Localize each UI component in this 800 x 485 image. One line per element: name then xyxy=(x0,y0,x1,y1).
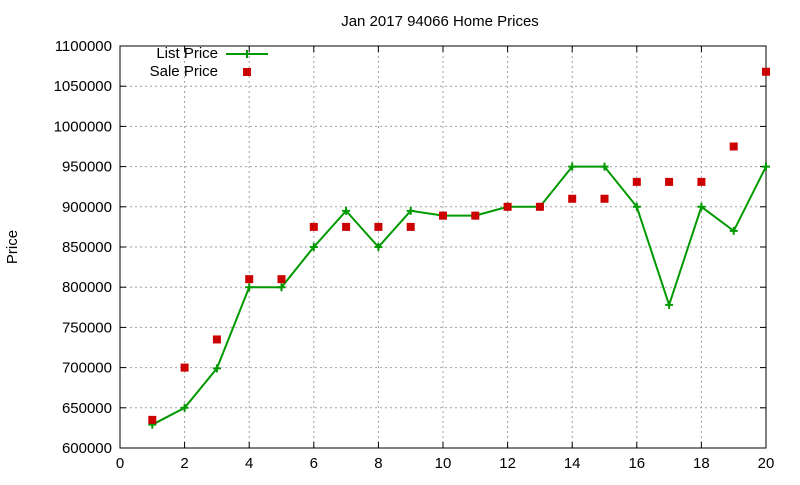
y-axis-ticks: 600000 650000 700000 750000 800000 850000 9000… xyxy=(54,38,766,457)
sale-price-point xyxy=(309,222,318,231)
list-price-point xyxy=(309,243,318,251)
sale-price-point xyxy=(568,194,577,203)
y-tick-label: 950000 xyxy=(62,159,112,176)
y-tick-label: 900000 xyxy=(62,199,112,216)
list-price-point xyxy=(697,202,706,211)
sale-price-series xyxy=(148,67,770,424)
sale-price-point xyxy=(180,363,189,372)
x-tick-label: 8 xyxy=(374,455,382,472)
sale-price-point xyxy=(665,177,674,186)
legend-square-icon xyxy=(243,68,251,76)
legend: List Price Sale Price xyxy=(150,45,268,80)
legend-label-sale-price: Sale Price xyxy=(150,63,218,80)
list-price-point xyxy=(600,162,609,171)
x-tick-label: 10 xyxy=(435,455,452,472)
list-price-point xyxy=(406,206,415,215)
x-tick-label: 20 xyxy=(758,455,775,472)
legend-label-list-price: List Price xyxy=(156,45,218,62)
list-price-point xyxy=(277,283,286,292)
x-axis-ticks: 0 2 4 6 8 10 12 14 16 18 20 xyxy=(116,46,775,472)
sale-price-point xyxy=(406,222,415,231)
sale-price-point xyxy=(148,415,157,424)
x-tick-label: 6 xyxy=(310,455,318,472)
plot-border xyxy=(119,45,767,449)
x-tick-label: 12 xyxy=(499,455,516,472)
sale-price-point xyxy=(697,177,706,186)
list-price-point xyxy=(665,300,674,309)
sale-price-point xyxy=(245,275,254,284)
sale-price-point xyxy=(535,202,544,211)
sale-price-point xyxy=(503,202,512,211)
grid-lines xyxy=(120,46,766,448)
sale-price-point xyxy=(212,335,221,344)
y-tick-label: 600000 xyxy=(62,440,112,457)
y-tick-label: 1050000 xyxy=(54,78,112,95)
sale-price-point xyxy=(471,211,480,220)
y-tick-label: 1000000 xyxy=(54,118,112,135)
sale-price-point xyxy=(374,222,383,231)
sale-price-point xyxy=(632,177,641,186)
x-tick-label: 18 xyxy=(693,455,710,472)
list-price-point xyxy=(568,162,577,171)
list-price-point xyxy=(729,226,738,235)
list-price-point xyxy=(374,243,383,251)
list-price-point xyxy=(632,202,641,211)
sale-price-point xyxy=(762,67,770,76)
list-price-point xyxy=(342,206,351,215)
list-price-point xyxy=(212,364,221,373)
x-tick-label: 14 xyxy=(564,455,581,472)
y-tick-label: 650000 xyxy=(62,400,112,417)
y-tick-label: 750000 xyxy=(62,319,112,336)
list-price-point xyxy=(762,162,770,171)
x-tick-label: 0 xyxy=(116,455,124,472)
y-tick-label: 1100000 xyxy=(55,38,112,55)
sale-price-point xyxy=(277,275,286,284)
legend-plus-icon xyxy=(243,50,251,58)
x-tick-label: 16 xyxy=(628,455,645,472)
list-price-point xyxy=(180,403,189,412)
sale-price-point xyxy=(600,194,609,203)
list-price-series xyxy=(148,162,770,429)
sale-price-point xyxy=(439,211,447,220)
sale-price-point xyxy=(342,222,351,231)
y-tick-label: 800000 xyxy=(62,279,112,296)
y-axis-label: Price xyxy=(4,230,21,264)
list-price-point xyxy=(245,283,254,292)
y-tick-label: 850000 xyxy=(62,239,112,256)
sale-price-point xyxy=(729,142,738,151)
chart-title: Jan 2017 94066 Home Prices xyxy=(341,13,539,30)
x-tick-label: 2 xyxy=(180,455,188,472)
x-tick-label: 4 xyxy=(245,455,253,472)
y-tick-label: 700000 xyxy=(62,360,112,377)
